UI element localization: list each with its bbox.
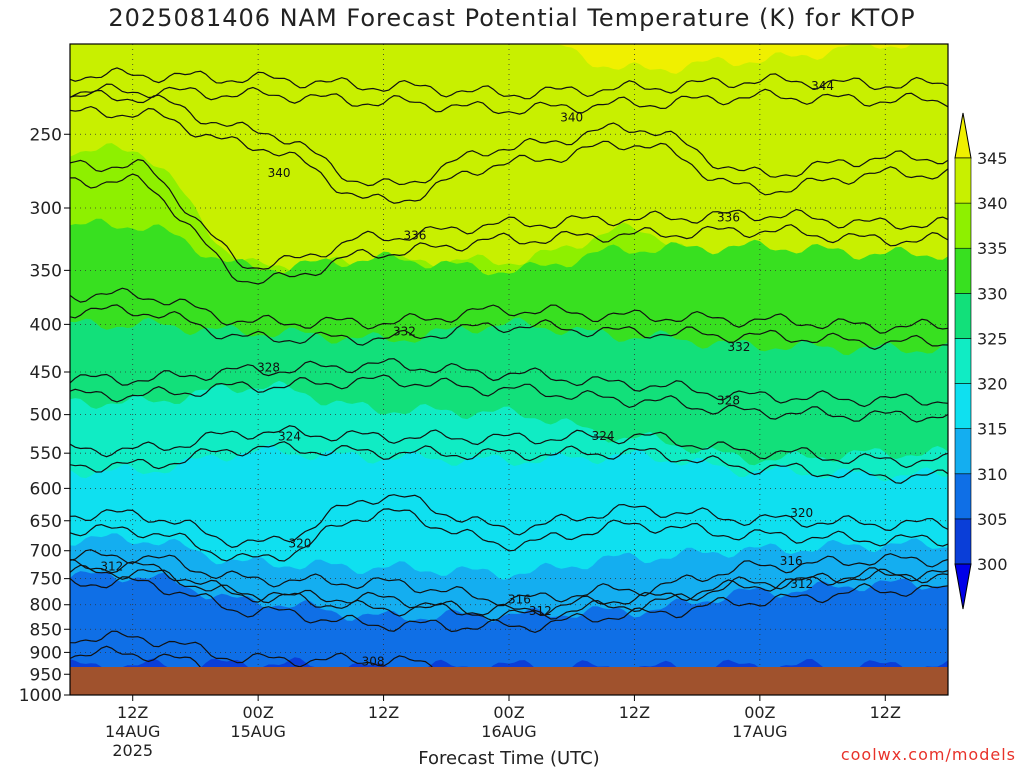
contour-label: 344 xyxy=(811,79,834,93)
x-tick-label: 00Z xyxy=(744,703,775,722)
y-tick-label: 600 xyxy=(30,479,62,499)
x-axis-label: Forecast Time (UTC) xyxy=(418,748,599,768)
y-tick-label: 300 xyxy=(30,199,62,219)
colorbar-top-arrow xyxy=(954,112,972,159)
y-tick-label: 550 xyxy=(30,444,62,464)
contour-layer xyxy=(70,67,948,667)
x-tick-label: 12Z xyxy=(870,703,901,722)
y-tick-label: 1000 xyxy=(19,686,62,706)
colorbar-label: 320 xyxy=(977,375,1008,394)
x-tick-label: 12Z xyxy=(117,703,148,722)
x-tick-date: 15AUG xyxy=(230,722,285,741)
colorbar: 300 305 310 315 320 325 330 335 340 345 xyxy=(954,112,1008,610)
colorbar-segment-300 xyxy=(954,518,972,565)
contour-label: 336 xyxy=(717,210,740,224)
contour-label: 340 xyxy=(268,166,291,180)
colorbar-segment-340 xyxy=(954,157,972,204)
colorbar-label: 345 xyxy=(977,149,1008,168)
contour-label: 328 xyxy=(257,360,280,374)
shaded-fill-layer xyxy=(70,44,948,667)
contour-label: 308 xyxy=(362,654,385,668)
colorbar-segment-335 xyxy=(954,202,972,249)
contour-line-312 xyxy=(70,558,948,617)
contour-label: 320 xyxy=(288,537,311,551)
contour-label: 316 xyxy=(780,554,803,568)
colorbar-bottom-arrow xyxy=(954,563,972,610)
contour-label: 324 xyxy=(592,429,615,443)
ground-surface xyxy=(70,667,948,695)
colorbar-label: 330 xyxy=(977,284,1008,303)
contour-line-328 xyxy=(70,358,948,408)
contour-label: 340 xyxy=(560,111,583,125)
credit-link[interactable]: coolwx.com/models xyxy=(840,745,1016,764)
y-tick-label: 950 xyxy=(30,665,62,685)
contour-line-336 xyxy=(70,158,948,270)
y-tick-label: 700 xyxy=(30,542,62,562)
colorbar-segment-330 xyxy=(954,247,972,294)
contour-label: 312 xyxy=(790,577,813,591)
contour-line-334 xyxy=(70,173,948,285)
contour-label: 312 xyxy=(100,560,123,574)
contour-line-314 xyxy=(70,564,948,622)
contour-label: 332 xyxy=(393,324,416,338)
y-tick-label: 250 xyxy=(30,125,62,145)
colorbar-label: 305 xyxy=(977,510,1008,529)
contour-line-316 xyxy=(70,549,948,607)
x-tick-label: 00Z xyxy=(242,703,273,722)
y-tick-label: 400 xyxy=(30,315,62,335)
y-tick-label: 850 xyxy=(30,620,62,640)
contour-label: 316 xyxy=(508,593,531,607)
x-tick-date: 17AUG xyxy=(732,722,787,741)
contour-line-342 xyxy=(70,83,948,115)
contour-line-308 xyxy=(70,630,433,667)
colorbar-label: 310 xyxy=(977,465,1008,484)
y-tick-label: 750 xyxy=(30,570,62,590)
colorbar-label: 300 xyxy=(977,555,1008,574)
colorbar-segment-320 xyxy=(954,338,972,384)
contour-line-322 xyxy=(70,441,948,484)
contour-line-344 xyxy=(70,67,948,100)
band-305 xyxy=(70,657,948,667)
chart-title: 2025081406 NAM Forecast Potential Temper… xyxy=(108,4,916,32)
y-tick-label: 800 xyxy=(30,596,62,616)
y-tick-label: 650 xyxy=(30,512,62,532)
contour-label: 324 xyxy=(278,430,301,444)
colorbar-segment-310 xyxy=(954,428,972,475)
contour-line-324 xyxy=(70,425,948,469)
contour-label: 320 xyxy=(790,506,813,520)
contour-label: 312 xyxy=(529,604,552,618)
contour-label: 328 xyxy=(717,394,740,408)
x-tick-label: 00Z xyxy=(493,703,524,722)
contour-line-310 xyxy=(70,576,948,634)
contour-line-318 xyxy=(70,508,948,562)
x-tick-label: 12Z xyxy=(619,703,650,722)
colorbar-label: 340 xyxy=(977,194,1008,213)
y-tick-label: 900 xyxy=(30,643,62,663)
y-tick-label: 350 xyxy=(30,261,62,281)
colorbar-label: 335 xyxy=(977,239,1008,258)
contour-line-320 xyxy=(70,494,948,549)
x-tick-label: 12Z xyxy=(368,703,399,722)
y-tick-label: 500 xyxy=(30,406,62,426)
contour-line-340 xyxy=(70,89,948,187)
colorbar-segment-315 xyxy=(954,383,972,429)
contour-line-332 xyxy=(70,287,948,334)
y-tick-label: 450 xyxy=(30,363,62,383)
colorbar-label: 325 xyxy=(977,329,1008,348)
colorbar-segment-325 xyxy=(954,293,972,339)
y-axis: 250 300 350 400 450 500 550 600 650 700 750 800 850 9… xyxy=(19,125,70,706)
colorbar-segment-305 xyxy=(954,473,972,520)
contour-line-330 xyxy=(70,304,948,350)
colorbar-label: 315 xyxy=(977,420,1008,439)
contour-line-338 xyxy=(70,105,948,204)
x-tick-date: 16AUG xyxy=(481,722,536,741)
contour-label: 332 xyxy=(727,340,750,354)
contour-label: 336 xyxy=(403,228,426,242)
x-tick-date: 14AUG xyxy=(105,722,160,741)
x-tick-year: 2025 xyxy=(112,741,153,760)
contour-line-326 xyxy=(70,374,948,423)
